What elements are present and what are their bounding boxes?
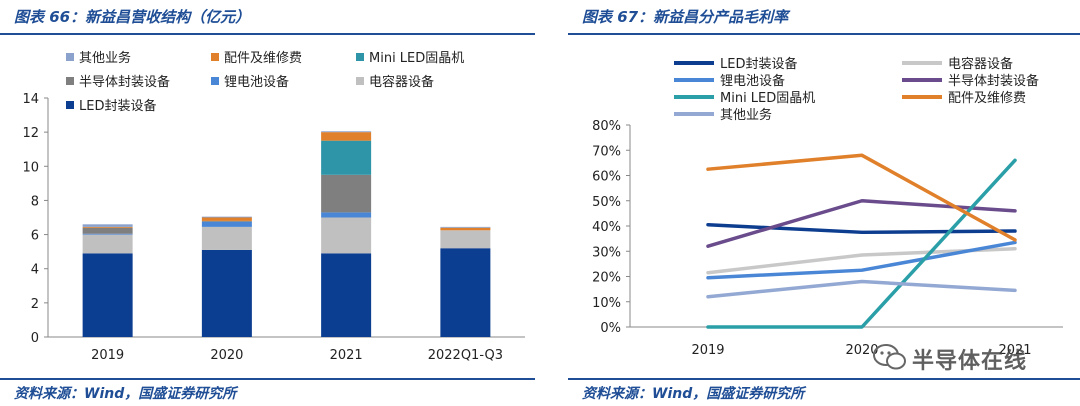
left-title-rule (0, 33, 535, 35)
bar-segment-led-2022Q1-Q3 (440, 248, 491, 337)
legend-label-line_other: 其他业务 (720, 107, 772, 123)
y-tick-label: 80% (592, 119, 621, 134)
bar-segment-other-2019 (82, 224, 133, 227)
y-tick-label: 8 (31, 194, 39, 209)
legend-label-led: LED封装设备 (79, 98, 156, 114)
legend-swatch-led (66, 101, 74, 109)
bar-segment-led-2019 (82, 253, 133, 337)
legend-swatch-parts (211, 53, 219, 61)
bar-segment-capacitor-2021 (321, 217, 372, 254)
x-tick-label: 2021 (330, 348, 363, 363)
bar-segment-semiconductor-2020 (201, 220, 252, 222)
legend-swatch-semiconductor (66, 77, 74, 85)
legend-label-capacitor: 电容器设备 (369, 74, 434, 90)
left-figure-title: 图表 66：新益昌营收结构（亿元） (14, 8, 251, 26)
y-tick-label: 14 (22, 92, 39, 107)
bar-segment-capacitor-2020 (201, 226, 252, 250)
series-line-line_led (706, 222, 1017, 235)
legend-label-semiconductor: 半导体封装设备 (79, 74, 170, 90)
y-tick-label: 20% (592, 271, 621, 286)
bar-segment-semiconductor-2021 (321, 174, 372, 213)
x-tick-label: 2020 (210, 348, 243, 363)
legend-label-other: 其他业务 (79, 50, 131, 66)
y-tick-label: 50% (592, 195, 621, 210)
bar-segment-capacitor-2022Q1-Q3 (440, 230, 491, 249)
bar-segment-led-2020 (201, 249, 252, 337)
legend-swatch-capacitor (356, 77, 364, 85)
left-source-note: 资料来源：Wind，国盛证券研究所 (14, 386, 237, 402)
bar-segment-battery-2019 (82, 233, 133, 235)
y-tick-label: 4 (31, 263, 39, 278)
x-tick-label: 2019 (691, 343, 724, 358)
legend-label-line_mini_led: Mini LED固晶机 (720, 91, 815, 106)
legend-label-line_capacitor: 电容器设备 (948, 56, 1013, 72)
right-source-note: 资料来源：Wind，国盛证券研究所 (582, 386, 805, 402)
y-tick-label: 40% (592, 220, 621, 235)
legend-label-line_battery: 锂电池设备 (720, 73, 785, 89)
y-tick-label: 2 (31, 297, 39, 312)
legend-swatch-other (66, 53, 74, 61)
series-line-line_parts (706, 153, 1017, 242)
legend-label-line_led: LED封装设备 (720, 56, 797, 72)
series-line-line_battery (706, 240, 1017, 280)
x-tick-label: 2020 (845, 343, 878, 358)
bar-segment-other-2020 (201, 216, 252, 218)
y-tick-label: 12 (22, 126, 39, 141)
bar-segment-battery-2020 (201, 221, 252, 227)
y-tick-label: 70% (592, 144, 621, 159)
series-line-line_mini_led (706, 158, 1017, 329)
bar-segment-capacitor-2019 (82, 234, 133, 254)
bar-segment-led-2021 (321, 253, 372, 337)
legend-label-line_parts: 配件及维修费 (948, 91, 1026, 106)
bar-segment-semiconductor-2019 (82, 227, 133, 234)
bar-segment-parts-2020 (201, 217, 252, 221)
bar-segment-other-2022Q1-Q3 (440, 226, 491, 228)
y-tick-label: 10% (592, 296, 621, 311)
revenue-structure-panel: 图表 66：新益昌营收结构（亿元） 其他业务 配件及维修费 Mini LED固晶机半… (0, 0, 535, 406)
bar-segment-battery-2021 (321, 212, 372, 218)
y-tick-label: 0 (31, 331, 39, 346)
y-tick-label: 60% (592, 170, 621, 185)
legend-swatch-mini_led (356, 53, 364, 61)
gross-margin-panel: 图表 67：新益昌分产品毛利率 LED封装设备 电容器设备锂电池设备 半导体封装设备… (568, 0, 1080, 406)
legend-swatch-battery (211, 77, 219, 85)
legend-label-line_semiconductor: 半导体封装设备 (948, 73, 1039, 89)
x-tick-label: 2021 (998, 343, 1031, 358)
y-tick-label: 30% (592, 245, 621, 260)
y-tick-label: 6 (31, 229, 39, 244)
series-line-line_semiconductor (706, 199, 1017, 248)
y-tick-label: 10 (22, 160, 39, 175)
bar-segment-parts-2021 (321, 132, 372, 141)
right-figure-title: 图表 67：新益昌分产品毛利率 (582, 8, 789, 26)
y-tick-label: 0% (600, 321, 621, 336)
bar-segment-mini_led-2021 (321, 140, 372, 175)
bar-segment-other-2021 (321, 131, 372, 133)
left-source-rule (0, 378, 535, 380)
legend-label-mini_led: Mini LED固晶机 (369, 51, 464, 66)
x-tick-label: 2019 (91, 348, 124, 363)
wechat-icon (873, 344, 906, 370)
right-title-rule (568, 33, 1080, 35)
x-tick-label: 2022Q1-Q3 (428, 348, 503, 363)
wechat-watermark: 半导体在线 (872, 340, 1052, 374)
right-source-rule (568, 378, 1080, 380)
watermark-text: 半导体在线 (912, 349, 1028, 374)
legend-label-battery: 锂电池设备 (224, 74, 289, 90)
legend-label-parts: 配件及维修费 (224, 51, 302, 66)
bar-segment-parts-2022Q1-Q3 (440, 227, 491, 231)
bar-segment-parts-2019 (82, 226, 133, 228)
series-line-line_other (706, 279, 1017, 299)
